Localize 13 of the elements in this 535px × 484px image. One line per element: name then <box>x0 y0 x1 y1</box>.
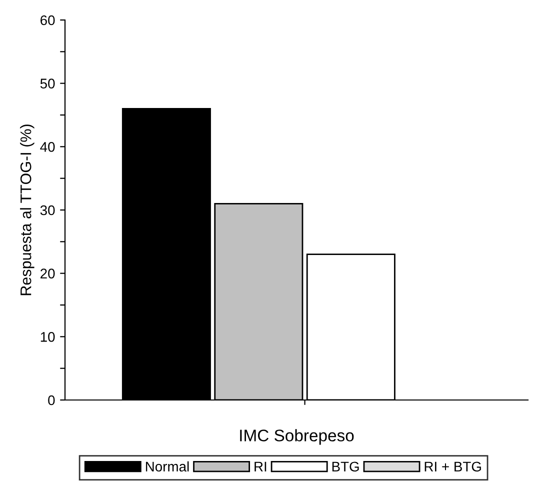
y-tick-label: 20 <box>40 268 55 279</box>
y-tick-label: 60 <box>40 15 55 26</box>
legend-label: RI + BTG <box>424 462 481 472</box>
y-tick-label: 50 <box>40 78 55 89</box>
x-axis-title: IMC Sobrepeso <box>240 429 354 445</box>
legend-label: BTG <box>332 462 359 472</box>
y-tick-label: 40 <box>40 142 55 152</box>
y-tick-label: 30 <box>40 205 55 216</box>
y-axis-title: Respuesta al TTOG-I (%) <box>20 124 34 296</box>
legend-label: RI <box>254 462 266 472</box>
y-tick-label: 0 <box>48 395 55 406</box>
legend-label: Normal <box>146 461 189 472</box>
y-tick-label: 10 <box>40 332 55 342</box>
